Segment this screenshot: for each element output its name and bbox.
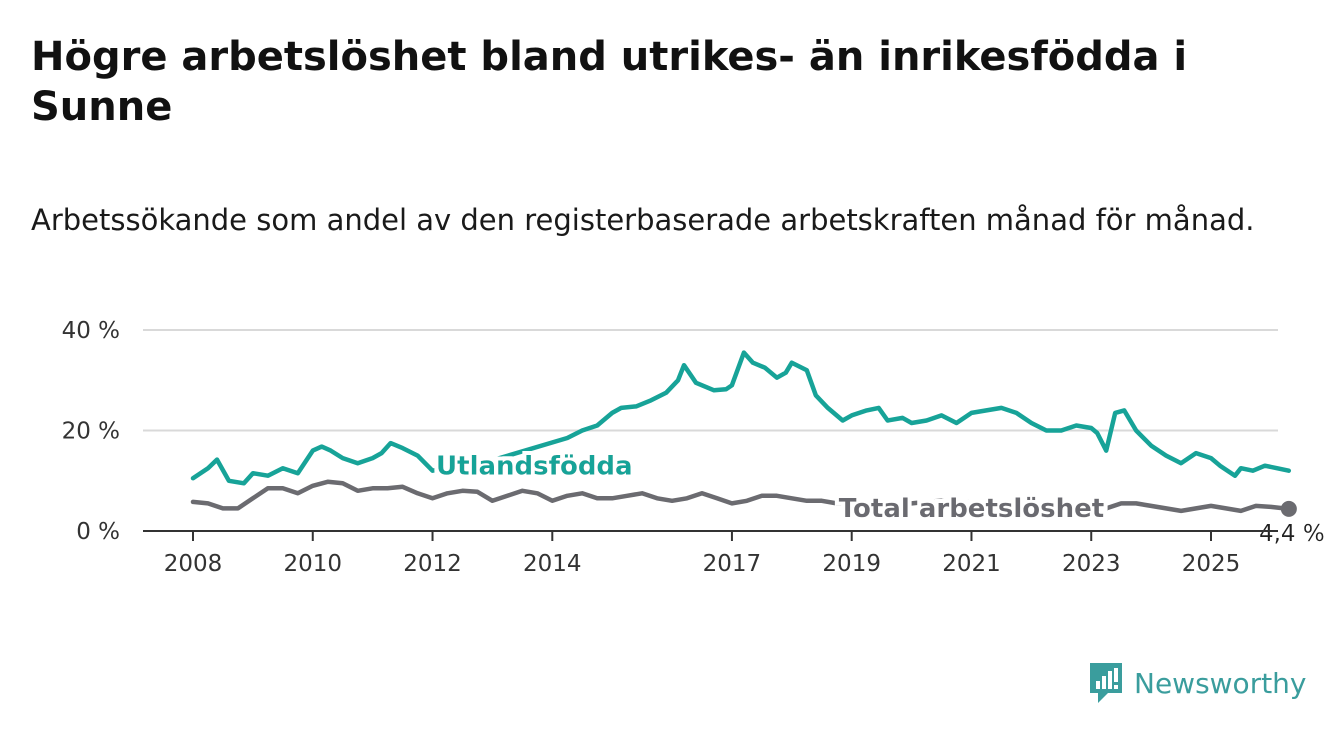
x-tick-label: 2014 bbox=[523, 551, 582, 577]
series-label-utlandsfodda: Utlandsfödda bbox=[436, 452, 633, 482]
chart-title: Högre arbetslöshet bland utrikes- än inr… bbox=[31, 34, 1188, 130]
brand-name: Newsworthy bbox=[1134, 666, 1307, 700]
y-tick-label: 20 % bbox=[62, 419, 120, 445]
x-tick-label: 2017 bbox=[703, 551, 762, 577]
x-tick-label: 2023 bbox=[1062, 551, 1121, 577]
x-tick-label: 2021 bbox=[942, 551, 1001, 577]
series-endpoint-total bbox=[1280, 500, 1297, 517]
series-labels: Utlandsfödda Total arbetslöshet 4,4 % bbox=[436, 452, 1325, 547]
end-value-label: 4,4 % bbox=[1259, 521, 1325, 547]
x-tick-label: 2025 bbox=[1182, 551, 1241, 577]
series-label-total: Total arbetslöshet bbox=[839, 494, 1104, 524]
newsworthy-brand: Newsworthy bbox=[1088, 660, 1307, 706]
axes: 0 % 20 % 40 % 2008 2010 2012 2014 2017 2019 2021 2… bbox=[62, 318, 1278, 577]
x-tick-label: 2008 bbox=[164, 551, 223, 577]
series-line-total bbox=[190, 479, 1292, 514]
line-chart: Utlandsfödda Total arbetslöshet 4,4 % 0 % 2… bbox=[62, 318, 1325, 577]
x-tick-label: 2012 bbox=[403, 551, 462, 577]
series-lines bbox=[190, 350, 1297, 517]
x-tick-label: 2010 bbox=[283, 551, 342, 577]
y-tick-label: 40 % bbox=[62, 318, 120, 344]
newsworthy-logo-icon bbox=[1090, 663, 1122, 703]
x-tick-label: 2019 bbox=[822, 551, 881, 577]
y-tick-label: 0 % bbox=[76, 519, 120, 545]
series-line-utlandsfodda bbox=[190, 350, 1292, 486]
gridlines bbox=[143, 329, 1278, 432]
chart-subtitle: Arbetssökande som andel av den registerb… bbox=[31, 203, 1255, 237]
